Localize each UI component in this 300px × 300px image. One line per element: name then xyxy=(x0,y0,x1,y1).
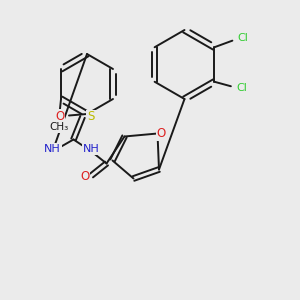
Text: O: O xyxy=(80,170,89,184)
Text: O: O xyxy=(157,127,166,140)
Text: S: S xyxy=(87,110,94,124)
Text: NH: NH xyxy=(44,144,61,154)
Text: CH₃: CH₃ xyxy=(49,122,68,132)
Text: NH: NH xyxy=(83,144,100,154)
Text: O: O xyxy=(55,110,64,123)
Text: Cl: Cl xyxy=(53,110,64,121)
Text: Cl: Cl xyxy=(236,83,247,93)
Text: Cl: Cl xyxy=(237,33,248,43)
